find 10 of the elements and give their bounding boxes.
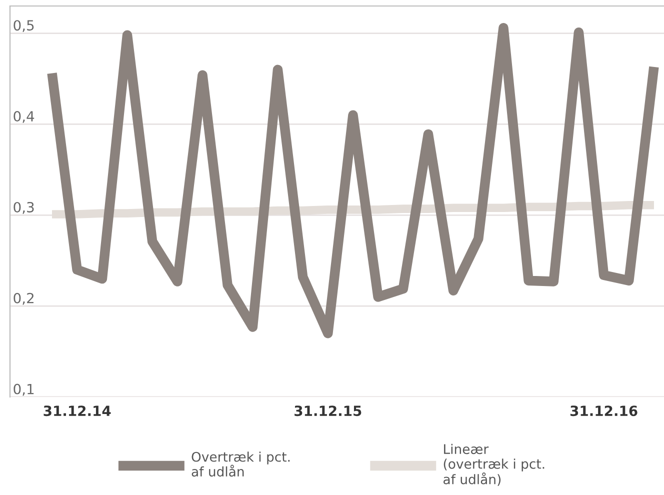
x-tick-label: 31.12.16 bbox=[570, 406, 638, 416]
y-tick-label: 0,4 bbox=[14, 111, 34, 123]
y-tick-label: 0,5 bbox=[14, 20, 34, 32]
x-tick-label: 31.12.14 bbox=[44, 406, 111, 416]
x-tick-label: 31.12.15 bbox=[294, 406, 362, 416]
y-tick-label: 0,2 bbox=[14, 292, 34, 305]
legend-label: Overtræk i pct. af udlån bbox=[192, 452, 290, 477]
y-tick-label: 0,1 bbox=[14, 384, 34, 396]
y-tick-label: 0,3 bbox=[14, 202, 34, 214]
legend-label: Lineær (overtræk i pct. af udlån) bbox=[444, 444, 544, 486]
